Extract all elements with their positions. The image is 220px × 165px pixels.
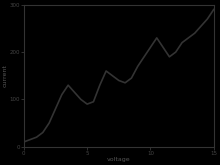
Y-axis label: current: current <box>3 64 8 87</box>
X-axis label: voltage: voltage <box>107 157 131 162</box>
